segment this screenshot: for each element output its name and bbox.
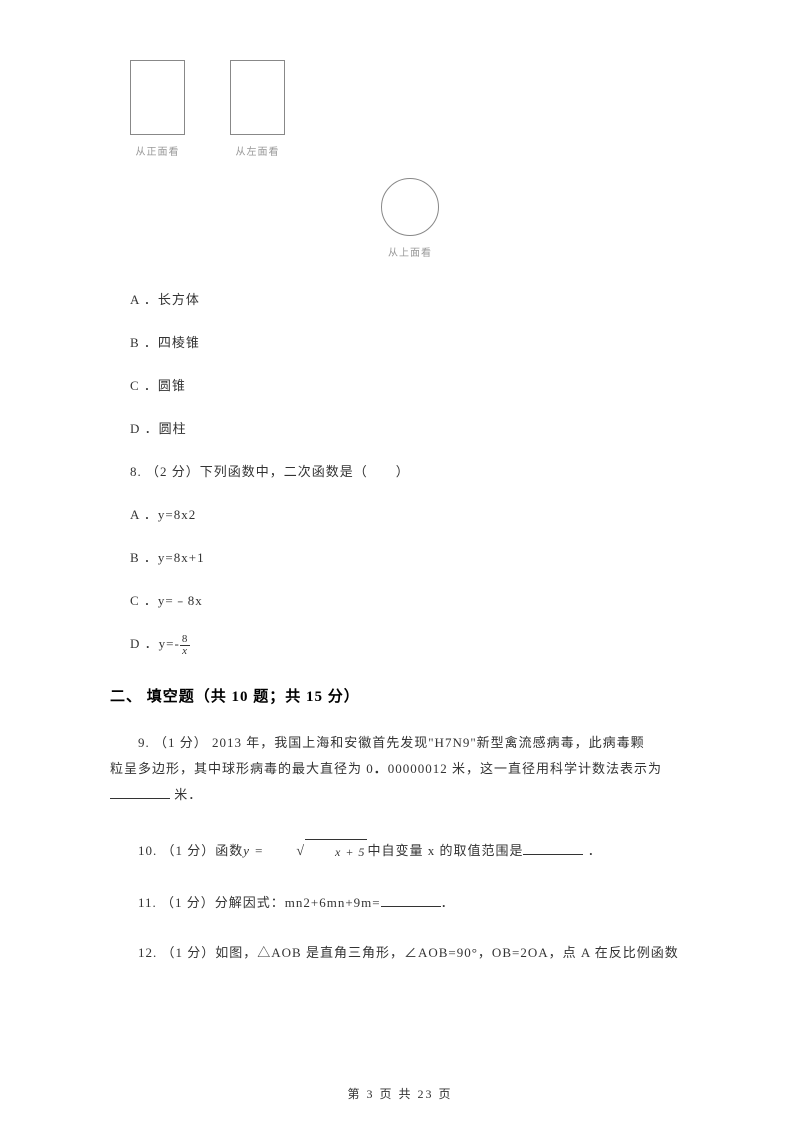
q9-line3: 米． [110, 782, 690, 808]
q9-line2: 粒呈多边形，其中球形病毒的最大直径为 0．00000012 米，这一直径用科学计… [110, 756, 690, 782]
front-view: 从正面看 [130, 60, 185, 158]
left-view-rect [230, 60, 285, 135]
q8-option-c: C ．y=﹣8x [130, 590, 690, 609]
q7-option-c: C ．圆锥 [130, 375, 690, 394]
q8-option-a: A ．y=8x2 [130, 504, 690, 523]
views-row-1: 从正面看 从左面看 [130, 60, 690, 158]
q10-before: 10. （1 分）函数 [138, 843, 243, 858]
q8-d-prefix: D ．y=- [130, 636, 180, 651]
front-view-label: 从正面看 [136, 143, 180, 158]
top-view: 从上面看 [130, 178, 690, 259]
q10-sqrt: √x + 5 [268, 838, 367, 866]
q10-yeq: y = [243, 843, 268, 858]
q11-before: 11. （1 分）分解因式：mn2+6mn+9m= [138, 895, 381, 910]
q10-sqrt-content: x + 5 [305, 839, 367, 864]
q9-line1: 9. （1 分） 2013 年，我国上海和安徽首先发现"H7N9"新型禽流感病毒… [110, 730, 690, 756]
q8-d-fraction: 8x [180, 634, 191, 657]
q11: 11. （1 分）分解因式：mn2+6mn+9m= ． [110, 890, 690, 916]
three-views-diagram: 从正面看 从左面看 从上面看 [130, 60, 690, 259]
top-view-label: 从上面看 [388, 244, 432, 259]
q9-blank [110, 785, 170, 799]
section-2-title: 二、 填空题（共 10 题；共 15 分） [110, 685, 690, 706]
q8-d-denominator: x [180, 646, 191, 657]
q7-option-b: B ．四棱锥 [130, 332, 690, 351]
q10: 10. （1 分）函数y = √x + 5中自变量 x 的取值范围是 ． [110, 838, 690, 866]
q7-option-a: A ．长方体 [130, 289, 690, 308]
q11-after: ． [441, 895, 455, 910]
sqrt-sign-icon: √ [268, 838, 305, 866]
q12: 12. （1 分）如图，△AOB 是直角三角形，∠AOB=90°，OB=2OA，… [110, 940, 690, 966]
top-view-circle [381, 178, 439, 236]
left-view: 从左面看 [230, 60, 285, 158]
views-row-2: 从上面看 [130, 178, 690, 259]
q7-option-d: D ．圆柱 [130, 418, 690, 437]
q8-d-numerator: 8 [180, 634, 191, 646]
q9-line2-after: 00000012 米，这一直径用科学计数法表示为 [388, 761, 662, 776]
page-footer: 第 3 页 共 23 页 [0, 1085, 800, 1102]
q8-stem: 8. （2 分）下列函数中，二次函数是（ ） [130, 461, 690, 480]
left-view-label: 从左面看 [236, 143, 280, 158]
q10-end: ． [583, 843, 601, 858]
q10-blank [523, 841, 583, 855]
q9-line2-before: 粒呈多边形，其中球形病毒的最大直径为 0 [110, 761, 374, 776]
q9-unit: 米． [170, 787, 202, 802]
q11-blank [381, 893, 441, 907]
q8-option-d: D ．y=-8x [130, 633, 690, 657]
q10-after: 中自变量 x 的取值范围是 [367, 843, 523, 858]
front-view-rect [130, 60, 185, 135]
q9: 9. （1 分） 2013 年，我国上海和安徽首先发现"H7N9"新型禽流感病毒… [110, 730, 690, 808]
q9-dot: ． [374, 761, 388, 776]
q8-option-b: B ．y=8x+1 [130, 547, 690, 566]
